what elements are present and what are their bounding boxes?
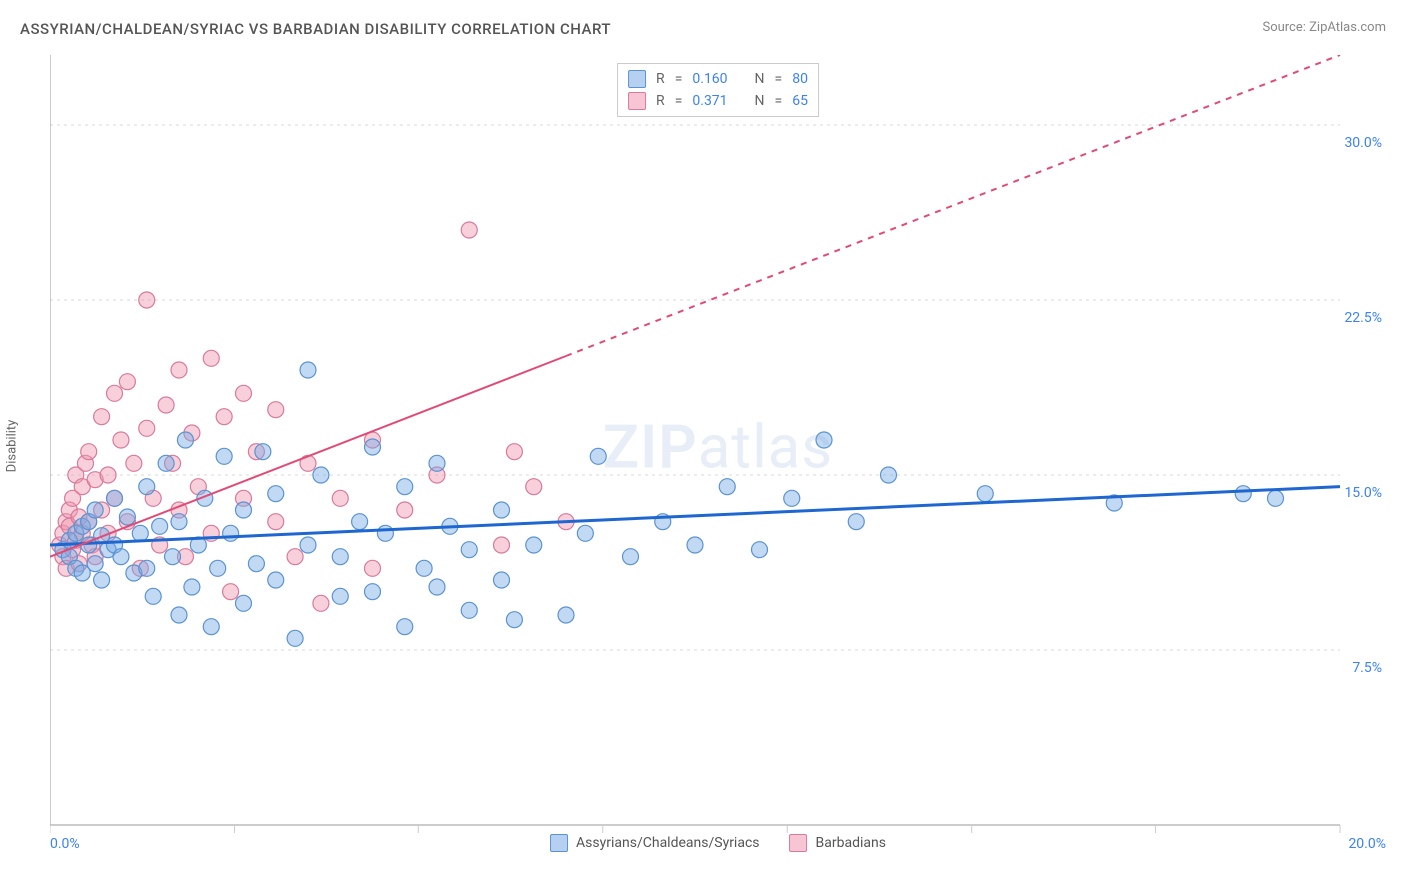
legend-swatch-series-1 [628, 70, 646, 88]
scatter-chart [50, 55, 1386, 852]
y-tick-label: 15.0% [1344, 485, 1382, 501]
r-label: R [656, 71, 665, 87]
y-tick-label: 7.5% [1352, 660, 1382, 676]
stats-row-series-2: R = 0.371 N = 65 [628, 90, 808, 112]
legend-swatch-series-2-bottom [790, 834, 808, 852]
series-legend: Assyrians/Chaldeans/Syriacs Barbadians [550, 834, 886, 852]
r-value-series-2: 0.371 [692, 93, 727, 109]
y-tick-label: 22.5% [1344, 310, 1382, 326]
legend-swatch-series-1-bottom [550, 834, 568, 852]
chart-container: ASSYRIAN/CHALDEAN/SYRIAC VS BARBADIAN DI… [0, 0, 1406, 892]
chart-title: ASSYRIAN/CHALDEAN/SYRIAC VS BARBADIAN DI… [20, 20, 611, 38]
y-axis-label: Disability [5, 420, 20, 473]
n-label: N [755, 71, 765, 87]
legend-item-series-1: Assyrians/Chaldeans/Syriacs [550, 834, 759, 852]
stats-legend: R = 0.160 N = 80 R = 0.371 N = 65 [617, 63, 819, 117]
x-axis-min-label: 0.0% [50, 836, 80, 852]
y-tick-label: 30.0% [1344, 135, 1382, 151]
source-label: Source: [1262, 20, 1309, 35]
legend-item-series-2: Barbadians [790, 834, 886, 852]
legend-label-series-2: Barbadians [816, 835, 886, 851]
legend-label-series-1: Assyrians/Chaldeans/Syriacs [576, 835, 759, 851]
legend-swatch-series-2 [628, 92, 646, 110]
n-value-series-2: 65 [792, 93, 808, 109]
source-attribution: Source: ZipAtlas.com [1262, 20, 1386, 35]
n-value-series-1: 80 [792, 71, 808, 87]
r-value-series-1: 0.160 [692, 71, 727, 87]
plot-area: ZIPatlas R = 0.160 N = 80 R = 0.371 N [50, 55, 1386, 852]
stats-row-series-1: R = 0.160 N = 80 [628, 68, 808, 90]
source-name: ZipAtlas.com [1309, 20, 1386, 35]
x-axis-max-label: 20.0% [1348, 836, 1386, 852]
